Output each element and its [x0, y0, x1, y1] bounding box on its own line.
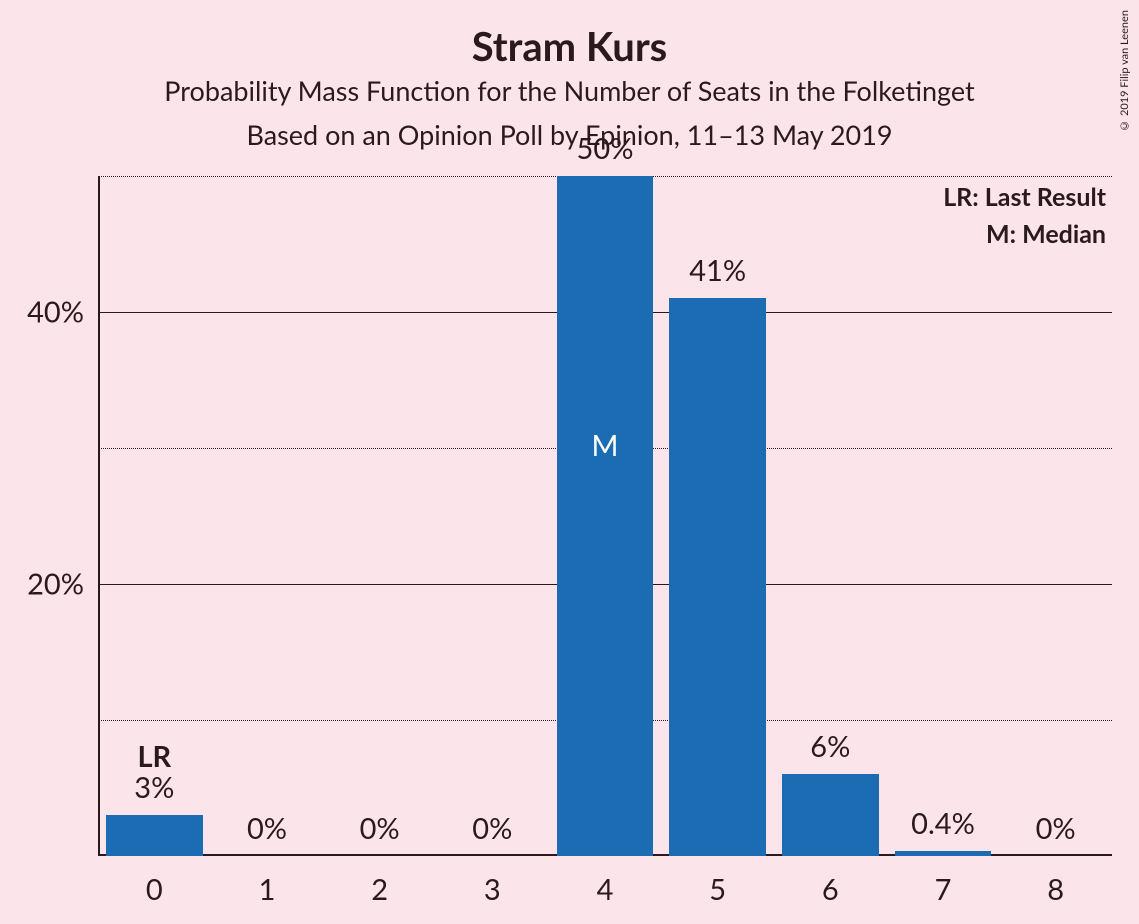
bar	[106, 815, 203, 856]
bar-value-label: 6%	[810, 729, 850, 764]
legend-median: M: Median	[986, 219, 1106, 249]
bar-value-label: 50%	[577, 131, 634, 166]
chart-subtitle-2: Based on an Opinion Poll by Epinion, 11–…	[0, 118, 1139, 151]
bar-value-label: 3%	[134, 770, 174, 805]
chart-title: Stram Kurs	[0, 0, 1139, 70]
bar	[782, 774, 879, 856]
bar-value-label: 0%	[360, 811, 400, 846]
chart-plot-area: 20%40%03%LR10%20%30%450%M541%66%70.4%80%…	[98, 176, 1112, 856]
x-tick-label: 6	[822, 856, 839, 907]
y-tick-label: 40%	[27, 295, 98, 330]
chart-subtitle-1: Probability Mass Function for the Number…	[0, 74, 1139, 107]
bar-value-label: 0.4%	[911, 806, 975, 841]
y-axis	[98, 176, 100, 856]
x-tick-label: 3	[484, 856, 501, 907]
x-tick-label: 0	[146, 856, 163, 907]
x-tick-label: 8	[1047, 856, 1064, 907]
x-tick-label: 7	[935, 856, 952, 907]
x-tick-label: 4	[597, 856, 614, 907]
last-result-annotation: LR	[137, 739, 171, 774]
copyright-text: © 2019 Filip van Leenen	[1118, 10, 1131, 132]
bar	[669, 298, 766, 856]
x-tick-label: 5	[709, 856, 726, 907]
bar-value-label: 0%	[247, 811, 287, 846]
y-tick-label: 20%	[27, 567, 98, 602]
bar-value-label: 0%	[472, 811, 512, 846]
legend-last-result: LR: Last Result	[943, 182, 1106, 212]
bar-value-label: 0%	[1036, 811, 1076, 846]
median-annotation: M	[592, 428, 619, 463]
x-tick-label: 2	[371, 856, 388, 907]
x-tick-label: 1	[259, 856, 276, 907]
bar-value-label: 41%	[689, 253, 746, 288]
bar	[557, 176, 654, 856]
